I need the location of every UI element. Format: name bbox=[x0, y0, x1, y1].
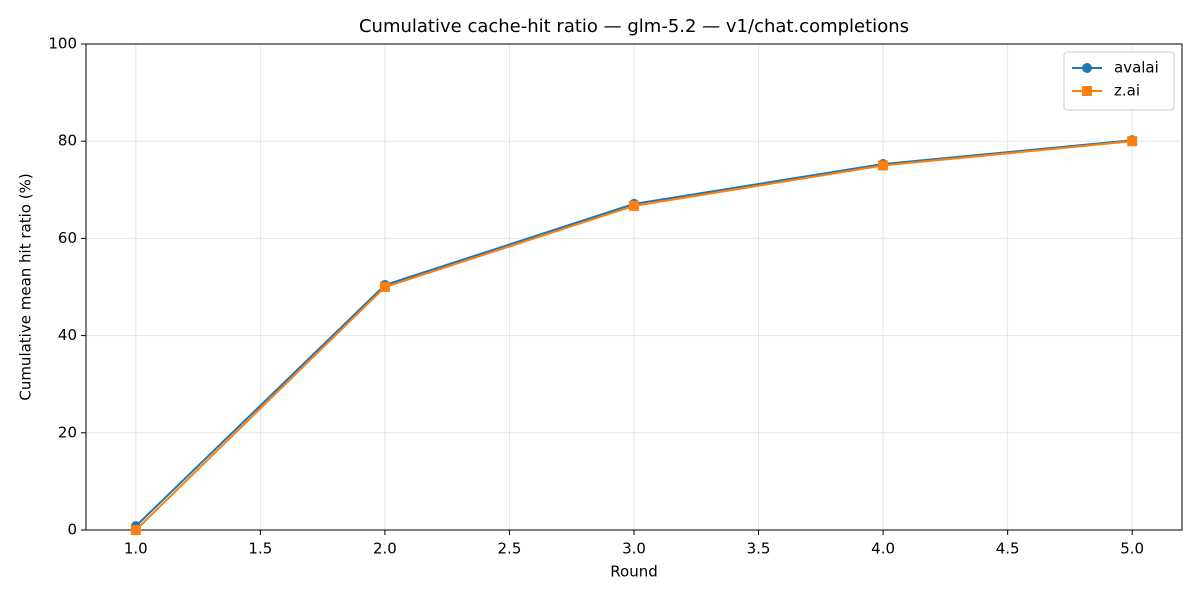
chart-title: Cumulative cache-hit ratio — glm-5.2 — v… bbox=[359, 16, 909, 37]
x-tick-label: 3.5 bbox=[747, 540, 771, 558]
plot-frame bbox=[85, 43, 1183, 531]
y-tick-label: 60 bbox=[58, 229, 77, 247]
data-point bbox=[629, 200, 639, 211]
x-tick-label: 3.0 bbox=[622, 540, 646, 558]
legend-marker bbox=[1082, 63, 1092, 73]
data-point bbox=[878, 160, 889, 171]
y-tick-label: 0 bbox=[67, 521, 77, 539]
y-tick-label: 100 bbox=[48, 35, 77, 53]
x-axis-label: Round bbox=[610, 563, 657, 581]
data-point bbox=[379, 282, 390, 292]
legend-marker bbox=[1082, 86, 1092, 96]
x-tick-label: 1.0 bbox=[124, 540, 148, 558]
y-axis-label: Cumulative mean hit ratio (%) bbox=[17, 173, 35, 400]
x-tick-label: 4.0 bbox=[871, 540, 895, 558]
x-tick-label: 2.5 bbox=[498, 540, 522, 558]
data-point bbox=[130, 525, 141, 535]
x-tick-label: 2.0 bbox=[373, 540, 397, 558]
y-tick-label: 40 bbox=[58, 326, 77, 344]
x-tick-label: 5.0 bbox=[1120, 540, 1144, 558]
x-tick-label: 1.5 bbox=[248, 540, 272, 558]
y-tick-label: 80 bbox=[58, 132, 77, 150]
y-tick-label: 20 bbox=[58, 423, 77, 441]
legend-label: z.ai bbox=[1114, 82, 1140, 100]
x-tick-label: 4.5 bbox=[996, 540, 1020, 558]
data-point bbox=[1127, 136, 1138, 147]
legend-label: avalai bbox=[1114, 59, 1159, 77]
